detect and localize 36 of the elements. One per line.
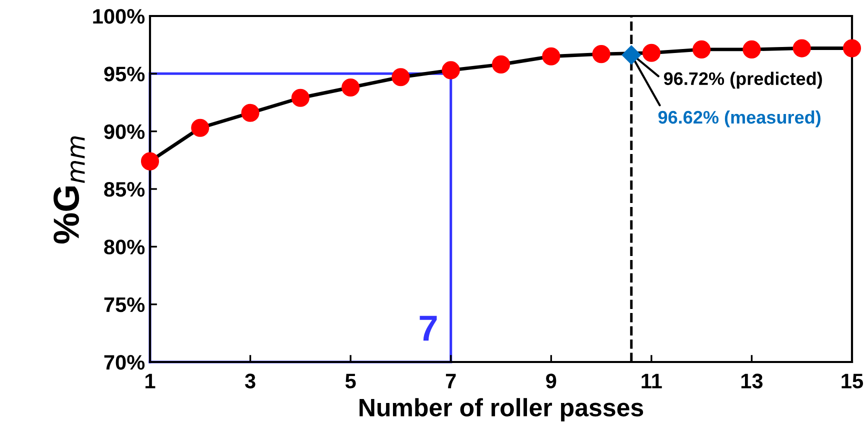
annotation: 96.72% (predicted) [664,72,822,89]
y-axis-title: %G$_{mm}$ [54,136,85,244]
point [191,118,210,137]
point [742,40,761,58]
y-tick-label: 85% [104,182,145,197]
x-tick-label: 15 [842,374,864,388]
x-tick-label: 7 [446,374,456,388]
point [392,68,410,86]
point [692,40,711,58]
y-tick-label: 90% [104,124,145,140]
x-tick-label: 13 [741,374,763,388]
y-tick-label: 100% [93,9,145,24]
x-axis-title: Number of roller passes [360,398,644,422]
point [291,88,310,107]
point [622,45,641,65]
x-tick-label: 9 [546,374,556,388]
x-tick-label: 3 [244,374,256,388]
y-tick-label: 80% [104,240,145,254]
y-tick-label: 70% [104,355,145,370]
point [140,152,160,170]
ref-line-label: 7 [420,316,437,341]
point [241,104,260,122]
point [342,78,360,97]
point [592,45,610,64]
point [492,55,510,74]
x-tick-label: 1 [146,374,156,388]
x-tick-label: 11 [642,374,662,388]
annotation: 96.62% (measured) [658,110,820,128]
point [442,61,460,80]
point [542,47,560,66]
point [792,39,811,58]
x-tick-label: 5 [345,374,356,388]
y-tick-label: 75% [104,297,145,312]
point [842,39,862,58]
point [642,44,660,62]
y-tick-label: 95% [104,66,145,82]
